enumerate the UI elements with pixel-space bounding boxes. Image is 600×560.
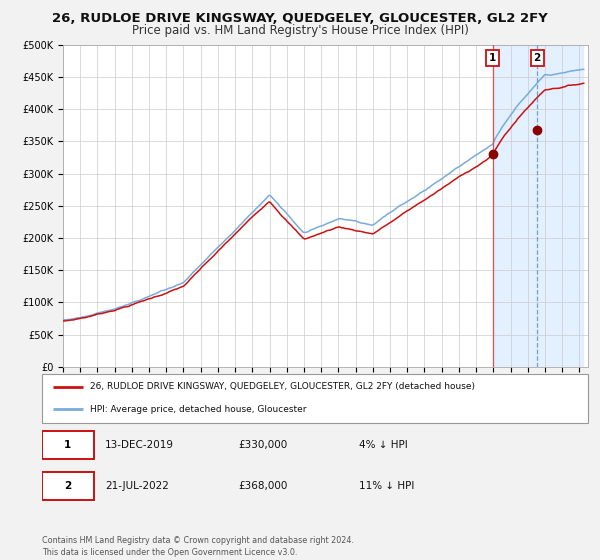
Text: 11% ↓ HPI: 11% ↓ HPI <box>359 482 414 491</box>
Text: 2: 2 <box>533 53 541 63</box>
Text: £330,000: £330,000 <box>239 440 288 450</box>
Text: 2: 2 <box>64 482 71 491</box>
Text: Contains HM Land Registry data © Crown copyright and database right 2024.
This d: Contains HM Land Registry data © Crown c… <box>42 536 354 557</box>
Text: Price paid vs. HM Land Registry's House Price Index (HPI): Price paid vs. HM Land Registry's House … <box>131 24 469 36</box>
FancyBboxPatch shape <box>42 472 94 501</box>
Text: 26, RUDLOE DRIVE KINGSWAY, QUEDGELEY, GLOUCESTER, GL2 2FY: 26, RUDLOE DRIVE KINGSWAY, QUEDGELEY, GL… <box>52 12 548 25</box>
Text: 4% ↓ HPI: 4% ↓ HPI <box>359 440 407 450</box>
FancyBboxPatch shape <box>42 374 588 423</box>
Text: £368,000: £368,000 <box>239 482 288 491</box>
Text: HPI: Average price, detached house, Gloucester: HPI: Average price, detached house, Glou… <box>90 405 307 414</box>
FancyBboxPatch shape <box>42 431 94 459</box>
Text: 13-DEC-2019: 13-DEC-2019 <box>105 440 174 450</box>
Text: 1: 1 <box>64 440 71 450</box>
Text: 21-JUL-2022: 21-JUL-2022 <box>105 482 169 491</box>
Bar <box>493 45 583 367</box>
Text: 26, RUDLOE DRIVE KINGSWAY, QUEDGELEY, GLOUCESTER, GL2 2FY (detached house): 26, RUDLOE DRIVE KINGSWAY, QUEDGELEY, GL… <box>90 382 475 391</box>
Text: 1: 1 <box>489 53 496 63</box>
